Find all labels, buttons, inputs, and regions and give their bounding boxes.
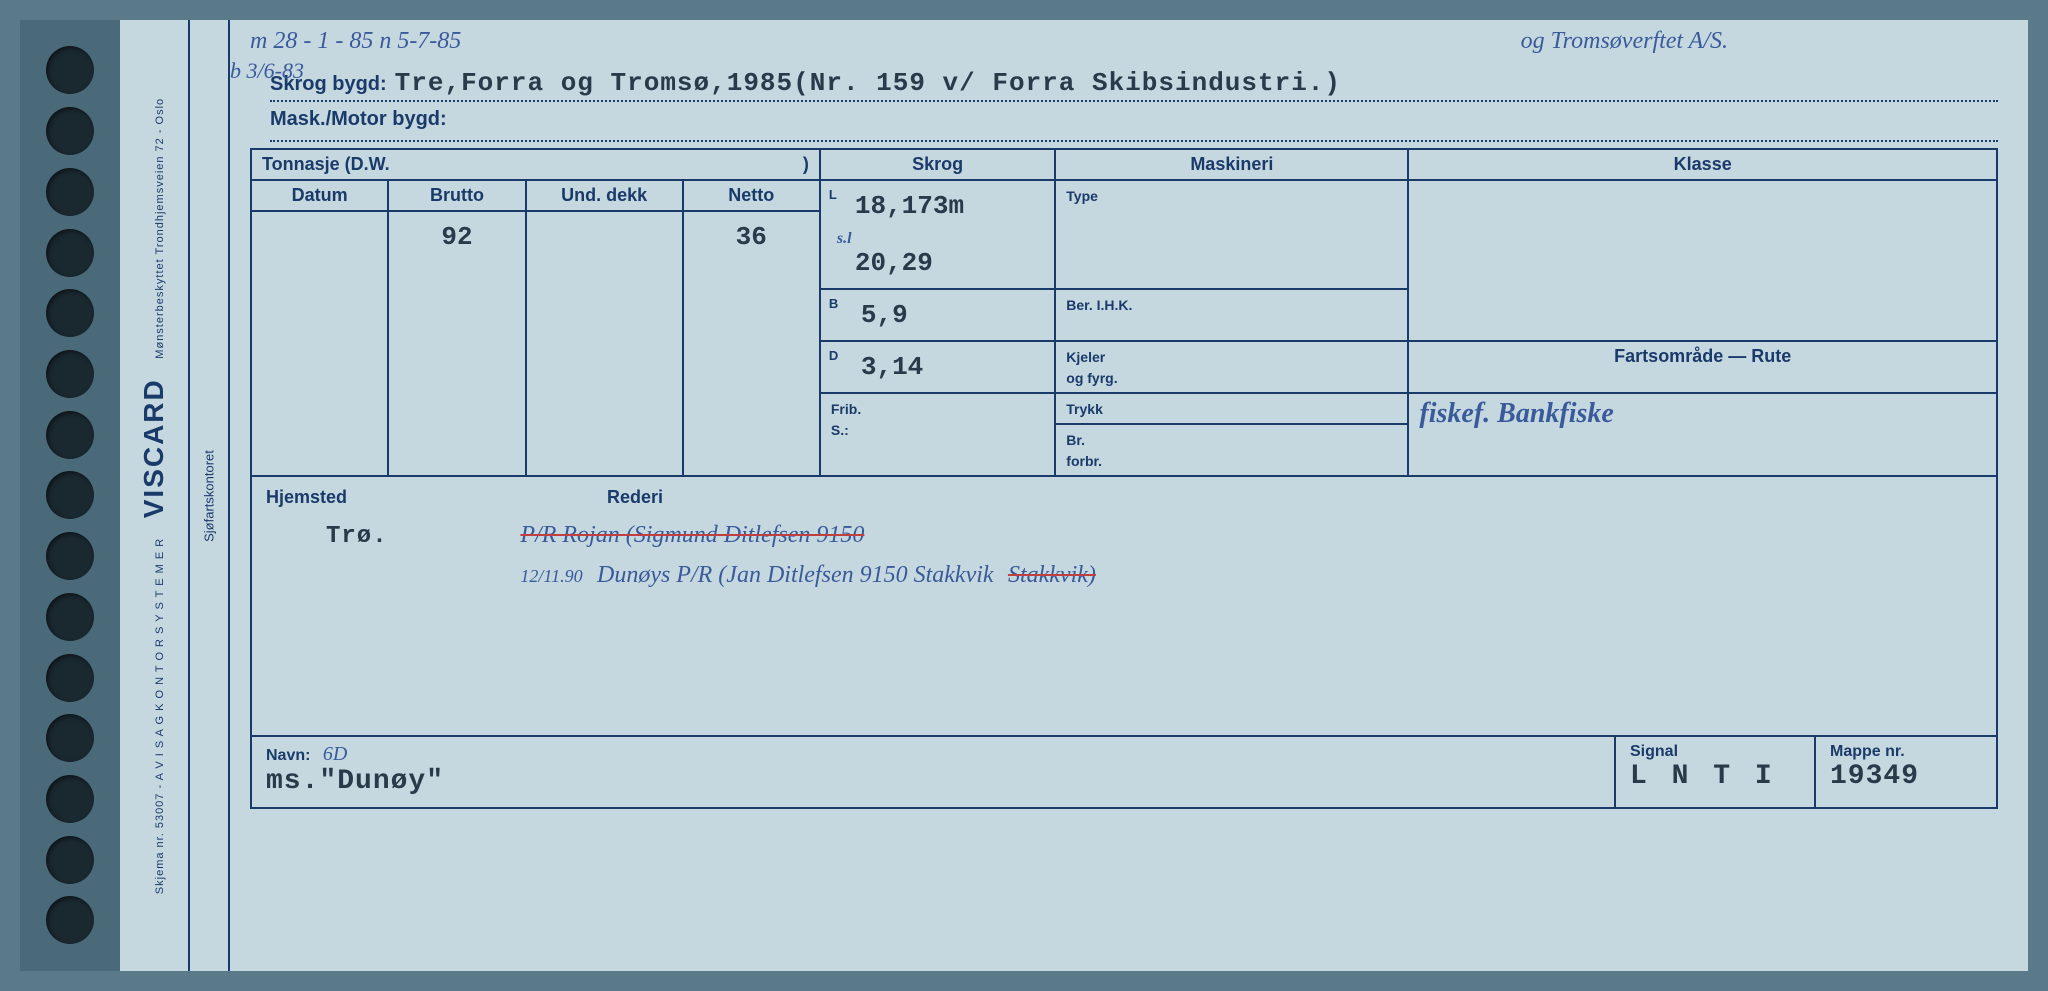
tonnasje-close: ) — [803, 154, 809, 175]
netto-label: Netto — [683, 180, 820, 211]
D-value: 3,14 — [831, 346, 1044, 388]
brand-text: Skjema nr. 53007 - A V I S A G K O N T O… — [138, 97, 170, 893]
handwritten-top-1: m 28 - 1 - 85 n 5-7-85 — [250, 28, 461, 55]
navn-note: 6D — [323, 743, 347, 765]
unddekk-label: Und. dekk — [526, 180, 683, 211]
punch-hole — [46, 593, 94, 641]
brand-logo: VISCARD — [138, 378, 169, 518]
type-label: Type — [1066, 188, 1098, 204]
tonnasje-header: Tonnasje (D.W. ) — [251, 149, 820, 180]
br-label: Br. forbr. — [1066, 432, 1102, 469]
handwritten-top-2: og Tromsøverftet A/S. — [1521, 28, 1728, 55]
sjof-sidebar: Sjøfartskontoret — [190, 20, 230, 971]
klasse-cell — [1408, 180, 1997, 341]
punch-hole — [46, 896, 94, 944]
hjemsted-value: Trø. — [266, 518, 506, 556]
ber-cell: Ber. I.H.K. — [1055, 289, 1408, 341]
navn-cell: Navn: 6D ms."Dunøy" — [252, 737, 1616, 807]
hjemsted-label: Hjemsted — [266, 487, 347, 508]
klasse-header: Klasse — [1408, 149, 1997, 180]
netto-cell: 36 — [683, 211, 820, 476]
punch-hole-strip — [20, 20, 120, 971]
sjof-label: Sjøfartskontoret — [202, 450, 217, 542]
brand-line2: Mønsterbeskyttet Trondhjemsveien 72 - Os… — [154, 97, 166, 358]
punch-hole — [46, 411, 94, 459]
brutto-cell: 92 — [388, 211, 525, 476]
brutto-value: 92 — [399, 216, 514, 258]
punch-hole — [46, 107, 94, 155]
trykk-label: Trykk — [1066, 401, 1103, 417]
card-body: m 28 - 1 - 85 n 5-7-85 og Tromsøverftet … — [230, 20, 2028, 971]
L-value: 18,173m — [831, 185, 1044, 227]
datum-cell — [251, 211, 388, 476]
signal-value: L N T I — [1630, 761, 1776, 792]
type-cell: Type — [1055, 180, 1408, 289]
signal-cell: Signal L N T I — [1616, 737, 1816, 807]
punch-hole — [46, 168, 94, 216]
mappe-label: Mappe nr. — [1830, 743, 1905, 760]
scanned-card: Skjema nr. 53007 - A V I S A G K O N T O… — [20, 20, 2028, 971]
punch-hole — [46, 229, 94, 277]
mappe-cell: Mappe nr. 19349 — [1816, 737, 1996, 807]
punch-hole — [46, 775, 94, 823]
B-cell: B 5,9 — [820, 289, 1055, 341]
navn-label: Navn: — [266, 747, 310, 764]
L-sup: L — [829, 187, 837, 202]
D-sup: D — [829, 348, 838, 363]
tonnasje-label: Tonnasje (D.W. — [262, 154, 390, 174]
rederi-label: Rederi — [607, 487, 663, 508]
ownership-block: Hjemsted Rederi Trø. P/R Rojan (Sigmund … — [250, 477, 1998, 737]
trykk-cell: Trykk — [1055, 393, 1408, 424]
brand-sidebar: Skjema nr. 53007 - A V I S A G K O N T O… — [120, 20, 190, 971]
skrog-bygd-line: Skrog bygd: Tre,Forra og Tromsø,1985(Nr.… — [270, 68, 1998, 102]
kjeler-cell: Kjeler og fyrg. — [1055, 341, 1408, 393]
motor-bygd-line: Mask./Motor bygd: — [270, 108, 1998, 142]
motor-bygd-label: Mask./Motor bygd: — [270, 108, 447, 131]
unddekk-cell — [526, 211, 683, 476]
handwritten-top-3: b 3/6-83 — [230, 58, 304, 84]
farts-header: Fartsområde — Rute — [1408, 341, 1997, 393]
brutto-label: Brutto — [388, 180, 525, 211]
punch-hole — [46, 532, 94, 580]
kjeler-label: Kjeler og fyrg. — [1066, 349, 1117, 386]
brand-line1: Skjema nr. 53007 - A V I S A G K O N T O… — [154, 537, 166, 893]
frib-cell: Frib. S.: — [820, 393, 1055, 476]
L2-value: 20,29 — [831, 248, 1044, 284]
punch-hole — [46, 46, 94, 94]
punch-hole — [46, 714, 94, 762]
frib-label: Frib. — [831, 401, 861, 417]
ber-label: Ber. I.H.K. — [1066, 297, 1132, 313]
B-value: 5,9 — [831, 294, 1044, 336]
punch-hole — [46, 289, 94, 337]
spec-table: Tonnasje (D.W. ) Skrog Maskineri Klasse … — [250, 148, 1998, 477]
L-sub: s.l — [831, 230, 852, 247]
br-cell: Br. forbr. — [1055, 424, 1408, 476]
netto-value: 36 — [694, 216, 809, 258]
punch-hole — [46, 471, 94, 519]
signal-label: Signal — [1630, 743, 1678, 760]
header-block: Skrog bygd: Tre,Forra og Tromsø,1985(Nr.… — [270, 68, 1998, 142]
S-label: S.: — [831, 422, 849, 438]
punch-hole — [46, 836, 94, 884]
bottom-bar: Navn: 6D ms."Dunøy" Signal L N T I Mappe… — [250, 737, 1998, 809]
rederi-line2: Dunøys P/R (Jan Ditlefsen 9150 Stakkvik — [597, 562, 994, 588]
punch-hole — [46, 654, 94, 702]
D-cell: D 3,14 — [820, 341, 1055, 393]
punch-hole — [46, 350, 94, 398]
L-cell: L 18,173m s.l 20,29 — [820, 180, 1055, 289]
farts-cell: fiskef. Bankfiske — [1408, 393, 1997, 476]
farts-value: fiskef. Bankfiske — [1419, 398, 1613, 429]
skrog-header: Skrog — [820, 149, 1055, 180]
skrog-bygd-value: Tre,Forra og Tromsø,1985(Nr. 159 v/ Forr… — [395, 68, 1341, 98]
datum-label: Datum — [251, 180, 388, 211]
maskineri-header: Maskineri — [1055, 149, 1408, 180]
rederi-date: 12/11.90 — [520, 566, 582, 586]
rederi-line2-strike: Stakkvik) — [1008, 562, 1096, 588]
navn-value: ms."Dunøy" — [266, 766, 444, 797]
rederi-line1: P/R Rojan (Sigmund Ditlefsen 9150 — [520, 522, 864, 548]
mappe-value: 19349 — [1830, 761, 1919, 792]
B-sup: B — [829, 296, 838, 311]
